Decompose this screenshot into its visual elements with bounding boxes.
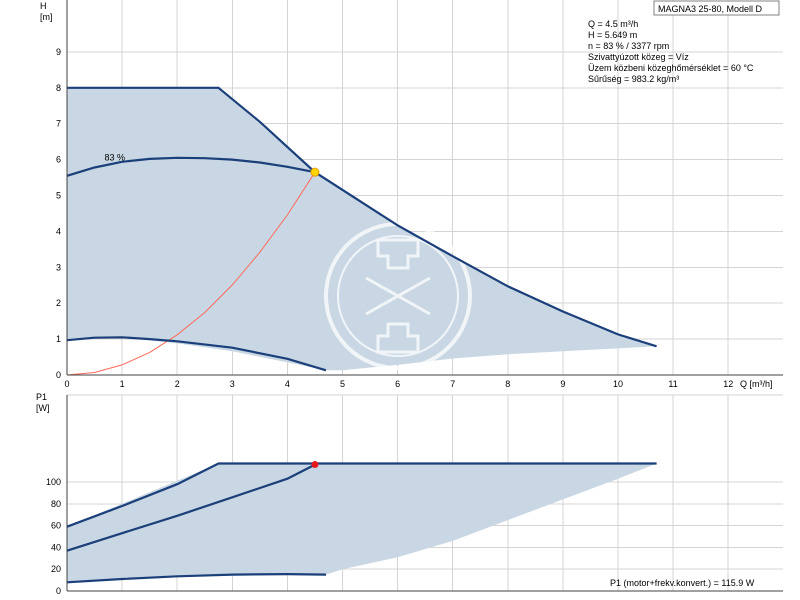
top-x-tick-label: 5 bbox=[340, 379, 345, 389]
bottom-y-axis-label: P1 bbox=[36, 392, 47, 402]
top-y-axis-unit: [m] bbox=[40, 12, 53, 22]
top-y-tick-label: 4 bbox=[56, 226, 61, 236]
top-x-tick-label: 4 bbox=[285, 379, 290, 389]
top-y-tick-label: 7 bbox=[56, 119, 61, 129]
info-line: H = 5.649 m bbox=[588, 30, 637, 40]
bottom-y-tick-label: 0 bbox=[56, 586, 61, 596]
bottom-y-tick-label: 100 bbox=[46, 477, 61, 487]
top-x-tick-label: 6 bbox=[395, 379, 400, 389]
top-x-tick-label: 1 bbox=[120, 379, 125, 389]
top-x-tick-label: 11 bbox=[668, 379, 677, 389]
top-curve-max bbox=[67, 86, 657, 348]
info-line: Sűrűség = 983.2 kg/m³ bbox=[588, 74, 679, 84]
top-x-tick-labels: 0 1 2 3 4 5 6 7 8 9 10 11 12 bbox=[64, 379, 733, 389]
top-y-tick-label: 2 bbox=[56, 298, 61, 308]
top-y-tick-label: 6 bbox=[56, 155, 61, 165]
bottom-y-tick-label: 40 bbox=[51, 542, 61, 552]
top-curve-min bbox=[66, 336, 327, 372]
watermark-logo bbox=[324, 222, 472, 370]
top-x-tick-label: 9 bbox=[560, 379, 565, 389]
top-y-tick-label: 8 bbox=[56, 83, 61, 93]
bottom-operating-range-area bbox=[67, 463, 657, 583]
info-line: Üzem közbeni közeghőmérséklet = 60 °C bbox=[588, 63, 754, 73]
top-pump-curves bbox=[66, 86, 657, 372]
top-y-tick-label: 1 bbox=[56, 334, 61, 344]
top-y-tick-label: 3 bbox=[56, 262, 61, 272]
top-operating-range-area bbox=[67, 87, 657, 371]
bottom-power-curves bbox=[66, 462, 657, 584]
bottom-curve-min bbox=[66, 572, 327, 584]
bottom-y-axis-unit: [W] bbox=[36, 403, 50, 413]
info-line: Q = 4.5 m³/h bbox=[588, 19, 638, 29]
bottom-y-tick-labels: 0 20 40 60 80 100 bbox=[46, 477, 61, 596]
top-x-tick-label: 7 bbox=[450, 379, 455, 389]
bottom-operating-point bbox=[311, 461, 319, 469]
bottom-curve-83 bbox=[66, 463, 316, 552]
top-y-tick-labels: 0 1 2 3 4 5 6 7 8 9 bbox=[56, 47, 61, 380]
info-line: Szivattyúzott közeg = Víz bbox=[588, 52, 689, 62]
top-y-axis-label: H bbox=[40, 1, 47, 11]
bottom-y-tick-label: 20 bbox=[51, 564, 61, 574]
bottom-y-tick-label: 80 bbox=[51, 499, 61, 509]
top-x-tick-label: 0 bbox=[64, 379, 69, 389]
top-x-axis-label: Q [m³/h] bbox=[740, 379, 773, 389]
title-box bbox=[653, 0, 780, 16]
power-note: P1 (motor+frekv.konvert.) = 115.9 W bbox=[610, 578, 755, 588]
top-operating-point bbox=[310, 167, 320, 177]
top-x-tick-label: 12 bbox=[723, 379, 733, 389]
info-line: n = 83 % / 3377 rpm bbox=[588, 41, 669, 51]
top-x-tick-label: 2 bbox=[175, 379, 180, 389]
top-x-tick-label: 8 bbox=[505, 379, 510, 389]
top-y-tick-label: 9 bbox=[56, 47, 61, 57]
top-x-tick-label: 10 bbox=[613, 379, 623, 389]
chart-title: MAGNA3 25-80, Modell D bbox=[658, 4, 763, 14]
top-curve-83 bbox=[66, 156, 316, 177]
info-text-block: Q = 4.5 m³/hH = 5.649 mn = 83 % / 3377 r… bbox=[588, 19, 754, 84]
speed-curve-label: 83 % bbox=[104, 152, 125, 162]
bottom-axes bbox=[66, 395, 783, 592]
system-curve-line bbox=[66, 171, 316, 376]
bottom-y-tick-label: 60 bbox=[51, 521, 61, 531]
top-axes bbox=[66, 0, 783, 376]
top-y-tick-label: 5 bbox=[56, 191, 61, 201]
top-x-tick-label: 3 bbox=[230, 379, 235, 389]
top-y-tick-label: 0 bbox=[56, 370, 61, 380]
bottom-curve-max bbox=[66, 462, 657, 528]
